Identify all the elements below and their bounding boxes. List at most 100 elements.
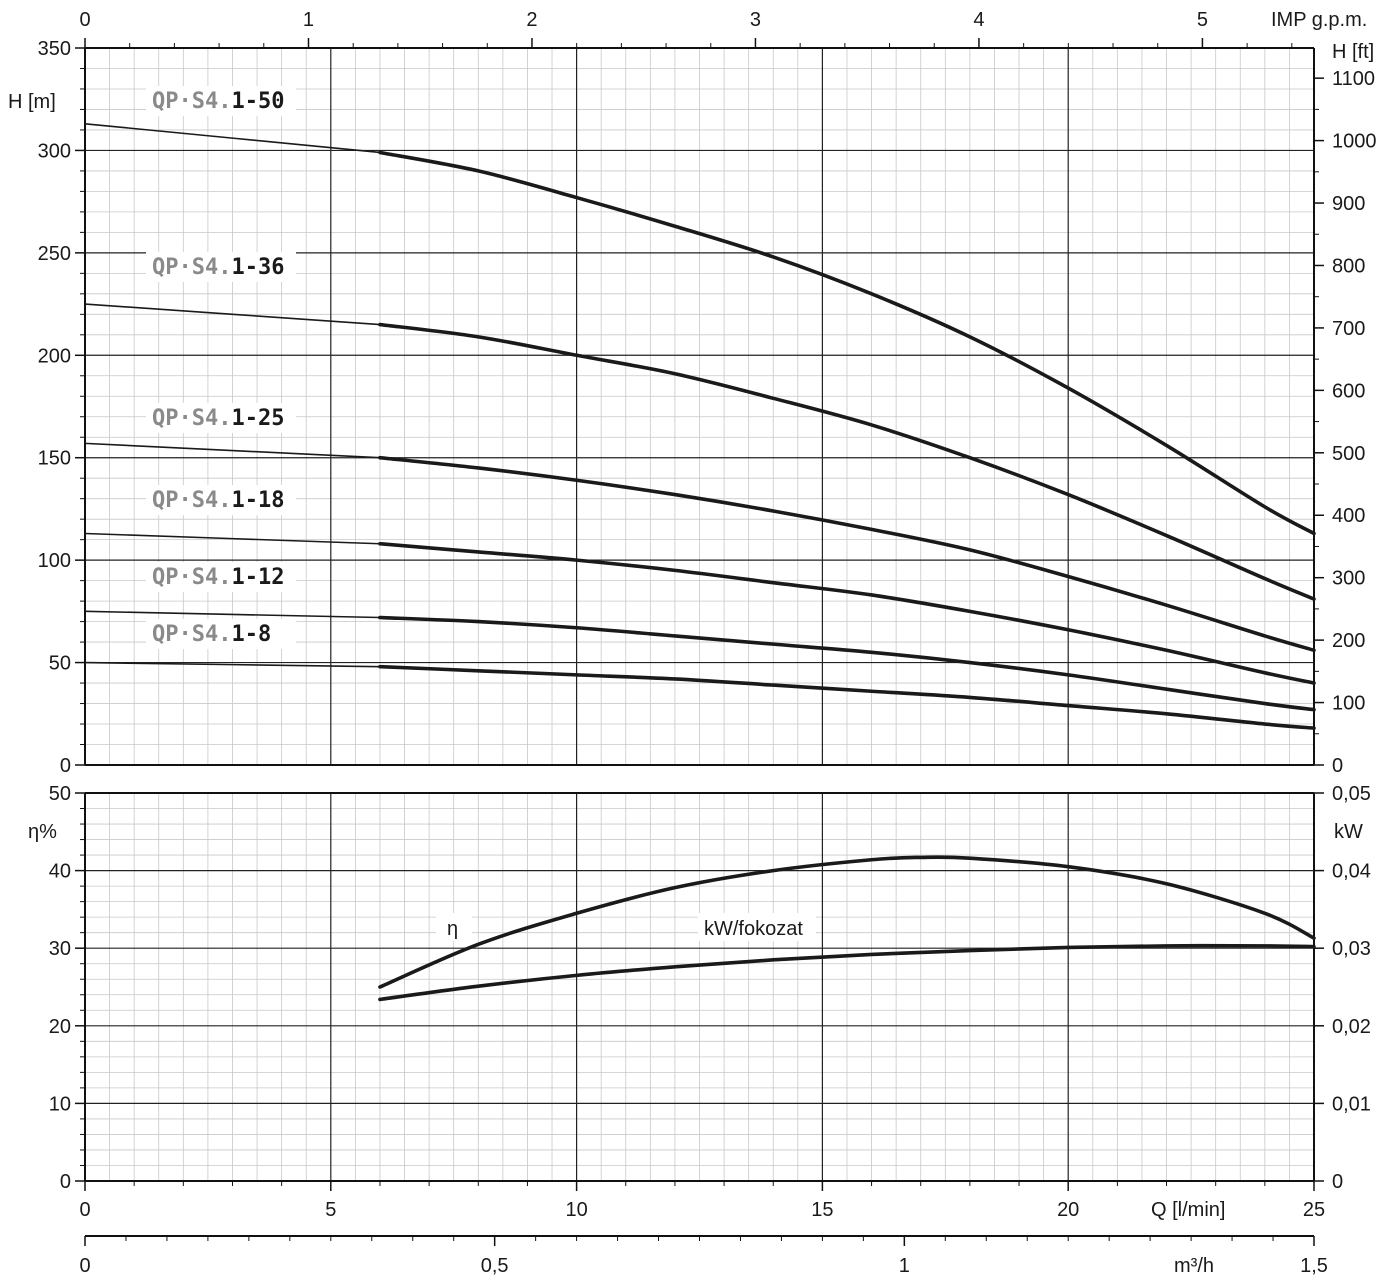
head-curve-1-12 (378, 615, 1316, 712)
tick-label-head-ft: 600 (1332, 380, 1365, 402)
series-label-prefix: QP·S4. (152, 255, 231, 280)
tick-label-m3h: 1,5 (1300, 1255, 1328, 1277)
tick-label-head-m: 150 (38, 448, 71, 470)
tick-label-head-m: 100 (38, 550, 71, 572)
series-label-suffix: 1-18 (231, 488, 284, 513)
tick-label-head-m: 200 (38, 345, 71, 367)
tick-label-m3h: 1 (899, 1255, 910, 1277)
tick-label-flow: 15 (811, 1199, 833, 1221)
series-label-1-8: QP·S4.1-8 (152, 622, 271, 647)
tick-label-head-ft: 100 (1332, 693, 1365, 715)
flow-axis-label-bg (1145, 1193, 1245, 1221)
tick-label-efficiency: 40 (49, 861, 71, 883)
power-axis-label: kW (1334, 821, 1363, 843)
series-label-bg (146, 619, 296, 649)
tick-label-gpm: 2 (526, 9, 537, 31)
tick-label-efficiency: 20 (49, 1016, 71, 1038)
head-axis-label: H [m] (8, 91, 56, 113)
kw-label-bg (698, 913, 816, 941)
series-label-prefix: QP·S4. (152, 565, 231, 590)
feet-axis-label: H [ft] (1332, 41, 1374, 63)
series-label-bg (146, 485, 296, 515)
tick-label-m3h: 0 (79, 1255, 90, 1277)
tick-label-head-ft: 300 (1332, 568, 1365, 590)
tick-label-head-m: 0 (60, 755, 71, 777)
series-label-bg (146, 86, 296, 116)
tick-label-power: 0,01 (1332, 1093, 1371, 1115)
tick-label-flow: 20 (1057, 1199, 1079, 1221)
tick-label-flow: 10 (565, 1199, 587, 1221)
tick-label-gpm: 0 (79, 9, 90, 31)
series-label-1-12: QP·S4.1-12 (152, 565, 284, 590)
series-label-suffix: 1-8 (231, 622, 271, 647)
series-label-1-25: QP·S4.1-25 (152, 406, 284, 431)
efficiency-axis-label: η% (28, 821, 57, 843)
tick-label-gpm: 1 (303, 9, 314, 31)
series-label-bg (146, 252, 296, 282)
head-curve-1-50 (378, 150, 1316, 536)
tick-label-gpm: 4 (973, 9, 984, 31)
curves (84, 123, 1316, 1002)
gpm-axis-label: IMP g.p.m. (1271, 9, 1367, 31)
tick-label-head-ft: 400 (1332, 505, 1365, 527)
series-label-suffix: 1-36 (231, 255, 284, 280)
tick-labels: 0501001502002503003500100200300400500600… (38, 9, 1377, 1277)
tick-label-head-ft: 700 (1332, 318, 1365, 340)
head-curve-thin-1-12 (84, 610, 380, 619)
power-per-stage-curve (378, 943, 1316, 1002)
tick-label-m3h: 0,5 (481, 1255, 509, 1277)
tick-label-head-ft: 1000 (1332, 131, 1377, 153)
series-label-prefix: QP·S4. (152, 406, 231, 431)
tick-label-efficiency: 0 (60, 1171, 71, 1193)
tick-label-head-m: 350 (38, 38, 71, 60)
series-label-prefix: QP·S4. (152, 622, 231, 647)
tick-label-efficiency: 10 (49, 1093, 71, 1115)
head-curve-thin-1-36 (84, 303, 381, 326)
head-curve-thin-1-8 (84, 661, 380, 668)
head-curve-1-18 (378, 541, 1316, 685)
m3h-axis-label: m³/h (1174, 1255, 1214, 1277)
tick-label-head-m: 50 (49, 653, 71, 675)
tick-label-head-m: 300 (38, 140, 71, 162)
kw-curve-label: kW/fokozat (704, 918, 803, 940)
tick-label-head-m: 250 (38, 243, 71, 265)
tick-label-head-ft: 500 (1332, 443, 1365, 465)
tick-label-flow: 5 (325, 1199, 336, 1221)
tick-label-power: 0,05 (1332, 783, 1371, 805)
series-label-prefix: QP·S4. (152, 89, 231, 114)
tick-label-head-ft: 0 (1332, 755, 1343, 777)
tick-label-head-ft: 800 (1332, 255, 1365, 277)
tick-label-gpm: 5 (1197, 9, 1208, 31)
head-curve-1-36 (378, 322, 1316, 601)
series-labels: QP·S4.1-50QP·S4.1-36QP·S4.1-25QP·S4.1-18… (146, 86, 296, 649)
tick-marks (75, 38, 1324, 1246)
eta-label-bg (436, 913, 472, 941)
tick-label-efficiency: 50 (49, 783, 71, 805)
tick-label-flow: 0 (79, 1199, 90, 1221)
series-label-bg (146, 403, 296, 433)
tick-label-flow: 25 (1303, 1199, 1325, 1221)
head-curve-1-25 (378, 455, 1316, 653)
series-label-suffix: 1-12 (231, 565, 284, 590)
tick-label-power: 0 (1332, 1171, 1343, 1193)
tick-label-head-ft: 1100 (1332, 68, 1375, 90)
series-label-suffix: 1-25 (231, 406, 284, 431)
efficiency-curve (378, 855, 1316, 989)
eta-curve-label: η (447, 918, 458, 940)
series-label-prefix: QP·S4. (152, 488, 231, 513)
tick-label-head-ft: 200 (1332, 630, 1365, 652)
tick-label-gpm: 3 (750, 9, 761, 31)
head-curve-thin-1-25 (84, 442, 380, 459)
head-curve-thin-1-18 (84, 532, 380, 545)
series-label-1-50: QP·S4.1-50 (152, 89, 284, 114)
head-curve-thin-1-50 (84, 123, 381, 154)
tick-label-power: 0,02 (1332, 1016, 1371, 1038)
series-label-1-18: QP·S4.1-18 (152, 488, 284, 513)
flow-axis-label: Q [l/min] (1151, 1199, 1225, 1221)
series-label-1-36: QP·S4.1-36 (152, 255, 284, 280)
head-curve-1-8 (378, 664, 1316, 730)
tick-label-power: 0,04 (1332, 861, 1371, 883)
tick-label-efficiency: 30 (49, 938, 71, 960)
tick-label-head-ft: 900 (1332, 193, 1365, 215)
